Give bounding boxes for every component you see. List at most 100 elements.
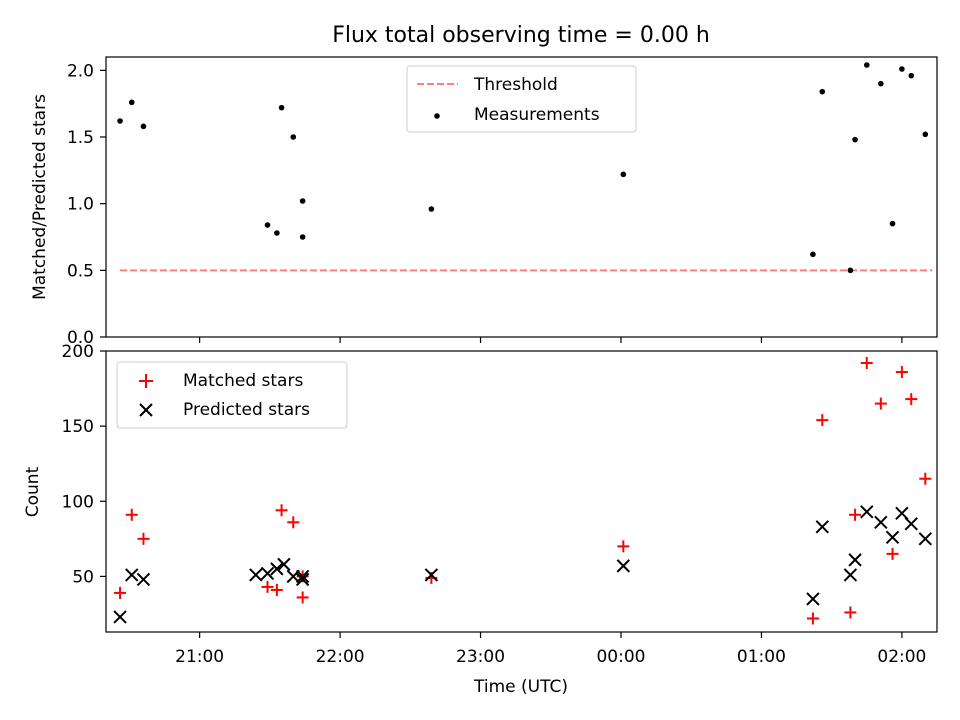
predicted-star-point bbox=[295, 572, 310, 587]
ratio-legend-box bbox=[406, 65, 637, 133]
measurement-point bbox=[278, 104, 285, 111]
ratio-y-tick-label: 1.5 bbox=[67, 128, 94, 148]
matched-star-point bbox=[919, 472, 932, 485]
measurement-point bbox=[140, 123, 147, 130]
legend-measurements-label: Measurements bbox=[474, 105, 600, 125]
ratio-x-ticks bbox=[199, 337, 903, 343]
matched-star-point bbox=[844, 606, 857, 619]
measurement-point bbox=[922, 131, 929, 138]
measurement-point bbox=[908, 72, 915, 79]
measurement-point bbox=[847, 267, 854, 274]
ratio-panel: 0.00.51.01.52.0 Matched/Predicted stars … bbox=[30, 56, 938, 348]
predicted-star-point bbox=[848, 553, 862, 567]
count-legend-box bbox=[116, 361, 348, 429]
predicted-star-point bbox=[874, 515, 888, 530]
measurement-point bbox=[428, 206, 435, 212]
predicted-star-point bbox=[260, 566, 275, 581]
legend-matched-label: Matched stars bbox=[183, 371, 303, 391]
measurement-point bbox=[290, 134, 297, 140]
count-panel: 50 100 150 200 21:00 22:00 23:00 00:00 01:00 02:… bbox=[23, 342, 938, 697]
predicted-star-point bbox=[806, 592, 820, 606]
ratio-series bbox=[117, 62, 933, 274]
matched-star-point bbox=[137, 532, 150, 545]
ratio-y-ticks: 0.0 0.5 1.0 1.5 2.0 bbox=[67, 61, 106, 348]
legend-predicted-label: Predicted stars bbox=[183, 400, 310, 420]
measurement-point bbox=[274, 230, 280, 236]
count-legend: Matched stars Predicted stars bbox=[116, 361, 348, 429]
measurement-point bbox=[810, 251, 816, 258]
measurement-point bbox=[299, 198, 306, 204]
predicted-star-point bbox=[249, 568, 263, 582]
matched-star-point bbox=[287, 516, 300, 529]
legend-matched-swatch bbox=[139, 374, 153, 388]
legend-threshold-label: Threshold bbox=[473, 75, 558, 95]
predicted-star-point bbox=[860, 505, 874, 519]
ratio-y-tick-label: 0.5 bbox=[67, 261, 94, 281]
count-y-ticks: 50 100 150 200 bbox=[62, 342, 106, 587]
matched-star-point bbox=[905, 393, 918, 406]
measurement-point bbox=[128, 99, 135, 106]
matched-star-point bbox=[816, 414, 829, 427]
ratio-panel-frame bbox=[105, 56, 938, 338]
count-series bbox=[113, 357, 933, 625]
count-y-tick-label: 150 bbox=[62, 417, 94, 437]
count-x-tick-label: 23:00 bbox=[456, 647, 505, 667]
predicted-star-point bbox=[270, 562, 284, 576]
predicted-star-point bbox=[424, 568, 439, 582]
ratio-y-axis-label: Matched/Predicted stars bbox=[30, 94, 50, 300]
matched-star-point bbox=[849, 508, 862, 521]
count-y-axis-label: Count bbox=[23, 466, 43, 517]
predicted-star-point bbox=[918, 532, 933, 546]
matched-star-point bbox=[617, 540, 630, 553]
measurement-point bbox=[299, 234, 306, 240]
matched-star-point bbox=[125, 508, 138, 521]
matched-star-point bbox=[270, 583, 283, 596]
count-panel-frame bbox=[105, 350, 938, 633]
measurement-point bbox=[889, 220, 896, 227]
chart-title: Flux total observing time = 0.00 h bbox=[332, 23, 710, 48]
predicted-star-point bbox=[843, 568, 858, 582]
matched-star-point bbox=[114, 586, 127, 599]
count-x-tick-label: 22:00 bbox=[316, 647, 365, 667]
measurement-point bbox=[620, 171, 627, 178]
measurement-point bbox=[878, 80, 884, 87]
ratio-y-tick-label: 2.0 bbox=[67, 61, 94, 81]
ratio-y-tick-label: 0.0 bbox=[67, 328, 94, 348]
matched-star-point bbox=[296, 591, 309, 604]
measurement-point bbox=[899, 66, 905, 72]
measurement-point bbox=[863, 62, 870, 68]
legend-measurements-swatch bbox=[434, 113, 440, 119]
count-x-tick-label: 02:00 bbox=[877, 647, 926, 667]
matched-star-point bbox=[874, 397, 887, 410]
legend-predicted-swatch bbox=[139, 403, 153, 417]
predicted-star-point bbox=[885, 530, 900, 545]
matched-star-point bbox=[886, 547, 899, 560]
count-x-tick-label: 21:00 bbox=[175, 647, 224, 667]
count-y-tick-label: 200 bbox=[62, 342, 94, 362]
ratio-y-tick-label: 1.0 bbox=[67, 195, 94, 215]
predicted-star-point bbox=[113, 610, 127, 624]
measurement-point bbox=[264, 222, 271, 228]
count-x-tick-label: 00:00 bbox=[596, 647, 645, 667]
measurement-point bbox=[117, 118, 123, 124]
measurement-point bbox=[819, 88, 826, 95]
measurement-point bbox=[852, 136, 858, 143]
matched-star-point bbox=[806, 612, 819, 625]
count-y-tick-label: 50 bbox=[72, 567, 94, 587]
matched-star-point bbox=[860, 357, 873, 370]
predicted-star-point bbox=[295, 569, 310, 584]
predicted-star-point bbox=[277, 557, 291, 572]
count-x-tick-label: 01:00 bbox=[737, 647, 786, 667]
predicted-star-point bbox=[815, 520, 830, 534]
count-y-tick-label: 100 bbox=[62, 492, 94, 512]
predicted-star-point bbox=[904, 517, 918, 531]
ratio-legend: Threshold Measurements bbox=[406, 65, 637, 133]
count-x-ticks: 21:00 22:00 23:00 00:00 01:00 02:00 bbox=[175, 632, 926, 667]
predicted-star-point bbox=[136, 572, 151, 587]
matched-star-point bbox=[895, 366, 908, 379]
matched-star-point bbox=[261, 580, 274, 593]
count-x-axis-label: Time (UTC) bbox=[473, 677, 568, 697]
matched-star-point bbox=[275, 504, 288, 517]
predicted-star-point bbox=[616, 559, 631, 573]
